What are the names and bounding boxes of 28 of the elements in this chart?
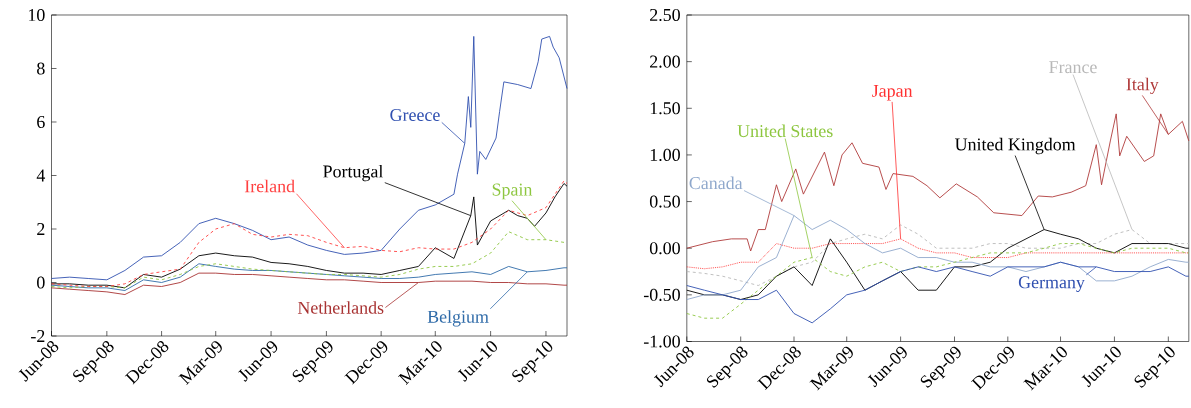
series-label: Ireland — [244, 179, 295, 193]
series-label: Italy — [1126, 77, 1159, 95]
text: France — [1049, 61, 1097, 74]
y-tick-label: 10 — [28, 8, 45, 22]
y-tick-label: -2 — [31, 330, 45, 342]
y-tick-label: 6 — [37, 115, 45, 129]
text: Portugal — [323, 164, 384, 182]
y-tick-label: 8 — [37, 62, 45, 75]
y-tick-label: 0.50 — [649, 195, 680, 208]
y-tick-label: 0.00 — [649, 242, 680, 255]
y-tick-label: 2 — [37, 223, 45, 235]
text: Canada — [689, 176, 743, 190]
y-tick-label: 4 — [36, 169, 46, 182]
y-tick-label: 0 — [37, 276, 45, 289]
text: Spain — [492, 183, 533, 200]
y-tick-label: 1.50 — [650, 102, 680, 115]
y-tick-label: 2.50 — [650, 8, 680, 22]
series-label: Netherlands — [297, 301, 384, 314]
y-tick-label: 2.00 — [650, 55, 680, 68]
legend-label: Germany — [1018, 276, 1085, 293]
text: United States — [737, 124, 833, 138]
y-tick-label: 1.00 — [650, 148, 680, 162]
y-tick-label: -1.00 — [643, 335, 680, 348]
series-label: Greece — [390, 108, 440, 121]
text: United Kingdom — [954, 137, 1076, 155]
series-label: Belgium — [427, 310, 489, 327]
y-tick-label: -0.50 — [643, 288, 680, 301]
text: Japan — [872, 84, 913, 101]
